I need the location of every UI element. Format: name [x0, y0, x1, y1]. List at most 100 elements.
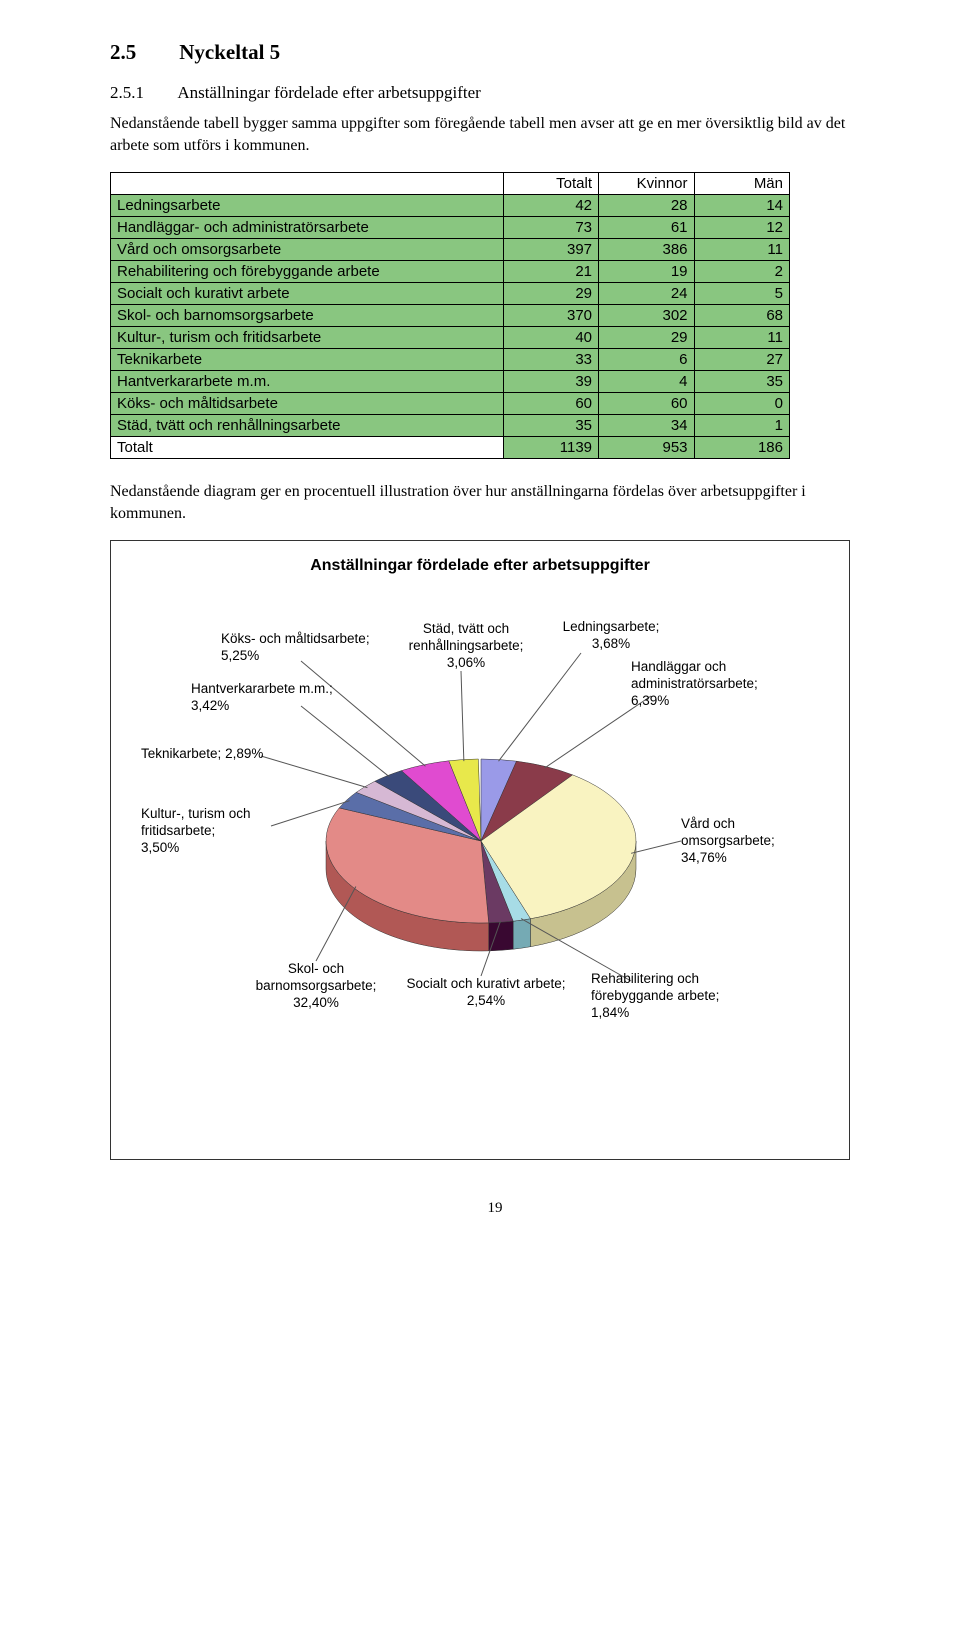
- table-row: Socialt och kurativt arbete29245: [111, 283, 790, 305]
- row-value: 2: [694, 261, 789, 283]
- table-row: Teknikarbete33627: [111, 349, 790, 371]
- row-value: 68: [694, 305, 789, 327]
- row-value: 42: [503, 195, 598, 217]
- table-total-row: Totalt 1139 953 186: [111, 437, 790, 459]
- callout-label: Socialt och kurativt arbete;: [406, 976, 565, 991]
- row-value: 370: [503, 305, 598, 327]
- row-value: 4: [599, 371, 694, 393]
- callout-label: Skol- och barnomsorgsarbete;: [256, 961, 377, 993]
- row-value: 35: [503, 415, 598, 437]
- col-man: Män: [694, 173, 789, 195]
- row-value: 28: [599, 195, 694, 217]
- callout-pct: 32,40%: [293, 995, 339, 1010]
- row-value: 60: [503, 393, 598, 415]
- table-row: Hantverkararbete m.m.39435: [111, 371, 790, 393]
- callout-pct: 3,50%: [141, 840, 179, 855]
- row-value: 61: [599, 217, 694, 239]
- col-blank: [111, 173, 504, 195]
- row-value: 397: [503, 239, 598, 261]
- page-number: 19: [110, 1200, 880, 1217]
- callout-kultur: Kultur-, turism och fritidsarbete; 3,50%: [141, 806, 311, 857]
- row-label: Köks- och måltidsarbete: [111, 393, 504, 415]
- row-value: 21: [503, 261, 598, 283]
- callout-label: Teknikarbete;: [141, 746, 221, 761]
- table-row: Handläggar- och administratörsarbete7361…: [111, 217, 790, 239]
- subsection-heading: 2.5.1 Anställningar fördelade efter arbe…: [110, 83, 880, 103]
- callout-vard: Vård och omsorgsarbete; 34,76%: [681, 816, 831, 867]
- row-label: Handläggar- och administratörsarbete: [111, 217, 504, 239]
- row-value: 40: [503, 327, 598, 349]
- callout-label: Vård och omsorgsarbete;: [681, 816, 775, 848]
- callout-teknik: Teknikarbete; 2,89%: [141, 746, 311, 763]
- callout-pct: 2,54%: [467, 993, 505, 1008]
- callout-label: Städ, tvätt och renhållningsarbete;: [409, 621, 524, 653]
- callout-pct: 2,89%: [225, 746, 263, 761]
- callout-pct: 3,42%: [191, 698, 229, 713]
- callout-pct: 3,68%: [592, 636, 630, 651]
- row-value: 60: [599, 393, 694, 415]
- row-label: Socialt och kurativt arbete: [111, 283, 504, 305]
- row-value: 27: [694, 349, 789, 371]
- row-value: 29: [503, 283, 598, 305]
- row-value: 11: [694, 239, 789, 261]
- row-value: 6: [599, 349, 694, 371]
- callout-pct: 3,06%: [447, 655, 485, 670]
- row-label: Hantverkararbete m.m.: [111, 371, 504, 393]
- table-row: Ledningsarbete422814: [111, 195, 790, 217]
- subsection-title: Anställningar fördelade efter arbetsuppg…: [177, 83, 481, 102]
- table-row: Skol- och barnomsorgsarbete37030268: [111, 305, 790, 327]
- row-label: Städ, tvätt och renhållningsarbete: [111, 415, 504, 437]
- callout-label: Handläggar och administratörsarbete;: [631, 659, 758, 691]
- row-label: Vård och omsorgsarbete: [111, 239, 504, 261]
- col-totalt: Totalt: [503, 173, 598, 195]
- callout-skol: Skol- och barnomsorgsarbete; 32,40%: [231, 961, 401, 1012]
- callout-label: Rehabilitering och förebyggande arbete;: [591, 971, 719, 1003]
- total-man: 186: [694, 437, 789, 459]
- col-kvinnor: Kvinnor: [599, 173, 694, 195]
- table-row: Köks- och måltidsarbete60600: [111, 393, 790, 415]
- section-title: Nyckeltal 5: [179, 40, 280, 64]
- intro-paragraph: Nedanstående tabell bygger samma uppgift…: [110, 113, 880, 156]
- row-value: 14: [694, 195, 789, 217]
- callout-hantverk: Hantverkararbete m.m.; 3,42%: [191, 681, 341, 715]
- callout-socialt: Socialt och kurativt arbete; 2,54%: [406, 976, 566, 1010]
- row-value: 24: [599, 283, 694, 305]
- row-value: 302: [599, 305, 694, 327]
- row-value: 1: [694, 415, 789, 437]
- row-label: Teknikarbete: [111, 349, 504, 371]
- mid-paragraph: Nedanstående diagram ger en procentuell …: [110, 481, 880, 524]
- callout-rehab: Rehabilitering och förebyggande arbete; …: [591, 971, 781, 1022]
- table-row: Kultur-, turism och fritidsarbete402911: [111, 327, 790, 349]
- row-value: 29: [599, 327, 694, 349]
- table-body: Ledningsarbete422814Handläggar- och admi…: [111, 195, 790, 437]
- row-value: 12: [694, 217, 789, 239]
- row-value: 34: [599, 415, 694, 437]
- callout-label: Ledningsarbete;: [563, 619, 660, 634]
- callout-pct: 6,39%: [631, 693, 669, 708]
- callout-handlaggar: Handläggar och administratörsarbete; 6,3…: [631, 659, 821, 710]
- section-heading: 2.5 Nyckeltal 5: [110, 40, 880, 65]
- callout-koks: Köks- och måltidsarbete; 5,25%: [221, 631, 381, 665]
- row-value: 39: [503, 371, 598, 393]
- table-row: Städ, tvätt och renhållningsarbete35341: [111, 415, 790, 437]
- callout-pct: 5,25%: [221, 648, 259, 663]
- callout-pct: 1,84%: [591, 1005, 629, 1020]
- callout-ledning: Ledningsarbete; 3,68%: [541, 619, 681, 653]
- row-value: 386: [599, 239, 694, 261]
- subsection-number: 2.5.1: [110, 83, 174, 103]
- row-label: Kultur-, turism och fritidsarbete: [111, 327, 504, 349]
- pie-chart-container: Anställningar fördelade efter arbetsuppg…: [110, 540, 850, 1160]
- row-value: 73: [503, 217, 598, 239]
- table-header-row: Totalt Kvinnor Män: [111, 173, 790, 195]
- total-kvinnor: 953: [599, 437, 694, 459]
- row-label: Rehabilitering och förebyggande arbete: [111, 261, 504, 283]
- callout-label: Köks- och måltidsarbete;: [221, 631, 370, 646]
- data-table: Totalt Kvinnor Män Ledningsarbete422814H…: [110, 172, 790, 459]
- row-value: 11: [694, 327, 789, 349]
- callout-stad: Städ, tvätt och renhållningsarbete; 3,06…: [391, 621, 541, 672]
- row-value: 5: [694, 283, 789, 305]
- table-row: Rehabilitering och förebyggande arbete21…: [111, 261, 790, 283]
- table-row: Vård och omsorgsarbete39738611: [111, 239, 790, 261]
- row-value: 19: [599, 261, 694, 283]
- row-value: 33: [503, 349, 598, 371]
